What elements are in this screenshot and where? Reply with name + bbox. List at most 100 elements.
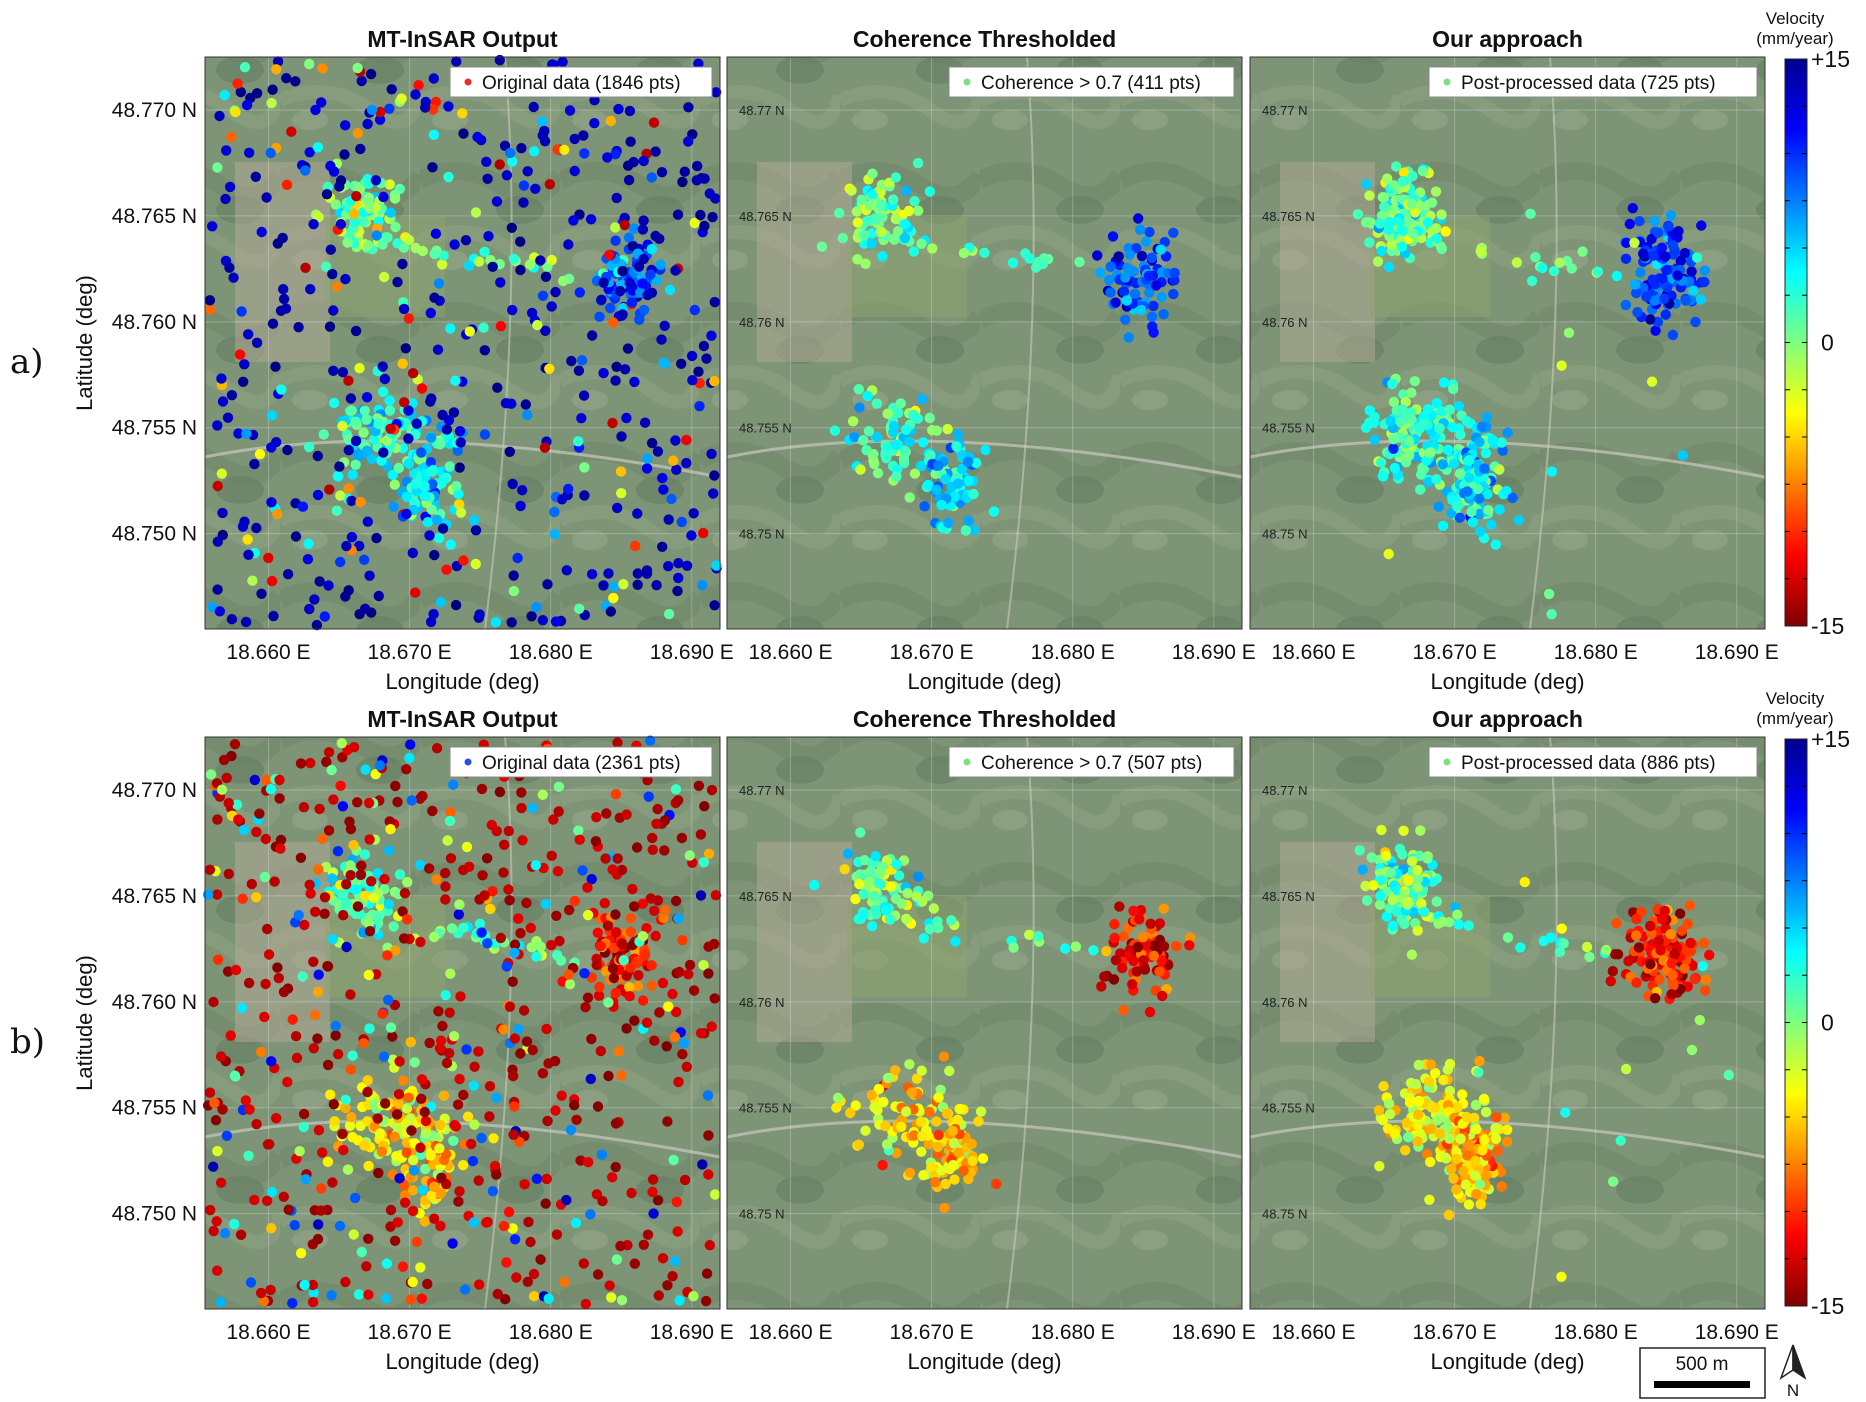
data-point: [1409, 207, 1421, 218]
data-point: [251, 826, 262, 838]
data-point: [529, 146, 540, 157]
data-point: [1374, 1161, 1385, 1172]
data-point: [616, 864, 628, 876]
data-point: [557, 56, 568, 68]
data-point: [408, 1154, 419, 1166]
data-point: [610, 235, 621, 246]
data-point: [207, 221, 218, 232]
data-point: [869, 1102, 880, 1113]
data-point: [677, 1049, 688, 1060]
data-point: [604, 249, 615, 261]
data-point: [637, 898, 649, 909]
data-point: [245, 1277, 257, 1288]
data-point: [317, 63, 328, 74]
data-point: [363, 1289, 374, 1300]
data-point: [464, 326, 475, 337]
data-point: [237, 893, 248, 904]
data-point: [401, 1147, 413, 1158]
data-point: [217, 1104, 228, 1115]
data-point: [1377, 1114, 1389, 1126]
data-point: [513, 913, 524, 924]
data-point: [1696, 220, 1707, 231]
data-point: [287, 1014, 298, 1025]
data-point: [495, 277, 506, 288]
data-point: [866, 1090, 877, 1101]
data-point: [652, 803, 663, 815]
data-point: [660, 904, 671, 916]
data-point: [338, 1144, 349, 1156]
north-arrow-left: [1779, 1344, 1794, 1380]
x-tick-label: 18.690 E: [650, 1321, 734, 1344]
data-point: [1451, 501, 1463, 512]
data-point: [461, 841, 473, 853]
data-point: [225, 1030, 236, 1041]
data-point: [1463, 1199, 1475, 1210]
data-point: [274, 774, 285, 786]
data-point: [1448, 383, 1459, 395]
data-point: [1402, 899, 1413, 910]
data-point: [454, 1073, 465, 1085]
data-point: [272, 962, 283, 973]
data-point: [893, 870, 905, 881]
data-point: [679, 1174, 691, 1186]
data-point: [1648, 250, 1659, 261]
data-point: [698, 857, 709, 868]
data-point: [594, 981, 605, 993]
data-point: [425, 1150, 436, 1161]
data-point: [586, 874, 597, 885]
data-point: [1631, 977, 1642, 988]
data-point: [344, 1120, 356, 1132]
x-axis-label: Longitude (deg): [1430, 669, 1584, 694]
data-point: [272, 238, 283, 249]
data-point: [629, 1015, 640, 1026]
data-point: [677, 935, 688, 946]
data-point: [621, 412, 632, 424]
data-point: [345, 1064, 357, 1075]
panel-border: [726, 736, 1243, 1310]
data-point: [484, 1111, 495, 1122]
data-point: [371, 532, 382, 544]
data-point: [487, 886, 498, 897]
data-point: [977, 1153, 989, 1164]
data-point: [241, 99, 253, 111]
data-point: [320, 261, 332, 272]
data-point: [1418, 418, 1429, 430]
data-point: [1461, 416, 1473, 427]
data-point: [1169, 275, 1180, 286]
data-point: [1470, 1155, 1481, 1167]
data-point: [1148, 300, 1159, 312]
data-point: [415, 1262, 426, 1273]
data-point: [1437, 916, 1448, 927]
data-point: [433, 533, 445, 544]
data-point: [468, 1217, 479, 1228]
data-point: [662, 1116, 673, 1127]
data-point: [212, 536, 223, 547]
data-point: [438, 474, 449, 485]
data-point: [343, 375, 354, 386]
data-point: [385, 824, 396, 835]
data-point: [1502, 427, 1513, 438]
data-point: [1458, 1166, 1469, 1177]
data-point: [374, 114, 386, 125]
data-point: [709, 600, 720, 611]
data-point: [1605, 976, 1617, 987]
data-point: [1487, 434, 1498, 446]
data-point: [1501, 1136, 1513, 1148]
data-point: [375, 106, 386, 118]
data-point: [251, 337, 263, 348]
data-point: [326, 873, 338, 884]
data-point: [829, 425, 841, 436]
data-point: [902, 888, 913, 899]
data-point: [1412, 882, 1423, 893]
data-point: [904, 1167, 916, 1179]
data-point: [1118, 931, 1129, 942]
data-point: [457, 108, 468, 119]
data-point: [403, 1092, 414, 1104]
data-point: [706, 448, 717, 460]
data-point: [490, 617, 502, 628]
data-point: [1650, 325, 1661, 336]
data-point: [370, 175, 382, 186]
data-point: [630, 540, 641, 552]
data-point: [295, 852, 307, 863]
data-point: [1469, 1170, 1481, 1181]
